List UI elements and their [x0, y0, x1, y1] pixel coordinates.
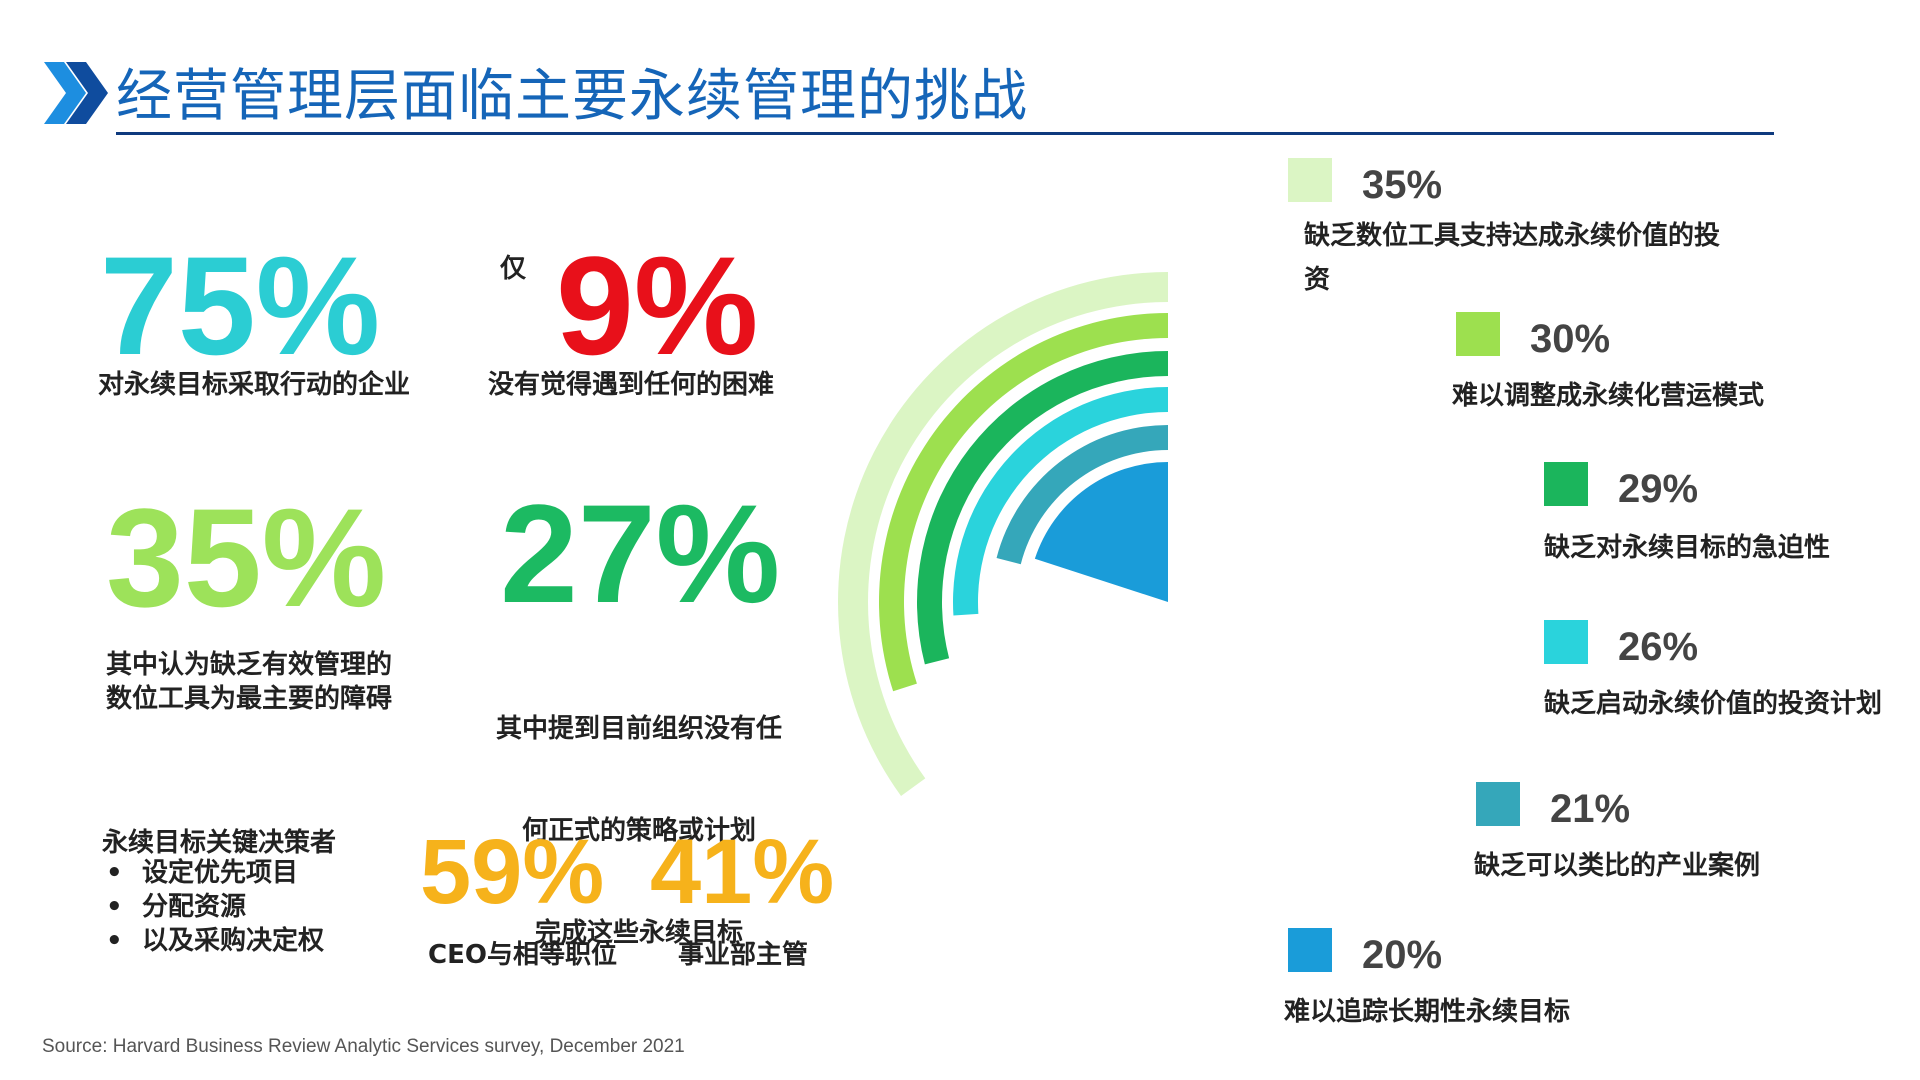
- legend-label-2: 难以调整成永续化营运模式: [1452, 380, 1764, 411]
- role-bu-label: 事业部主管: [678, 940, 809, 970]
- caption-line: 何正式的策略或计划: [522, 816, 757, 846]
- legend-label-6: 难以追踪长期性永续目标: [1284, 996, 1570, 1027]
- radial-bar-1: [838, 272, 1168, 796]
- chevron-arrow-icon: [44, 62, 108, 124]
- legend-value-1: 35%: [1362, 163, 1442, 207]
- legend-swatch-4: [1544, 620, 1588, 664]
- legend-label-1: 缺乏数位工具支持达成永续价值的投: [1304, 220, 1720, 251]
- list-item: 分配资源: [102, 890, 324, 924]
- radial-bar-4: [953, 387, 1168, 616]
- caption-line: 完成这些永续目标: [535, 918, 744, 948]
- title-divider: [116, 132, 1774, 135]
- legend-value-5: 21%: [1550, 787, 1630, 831]
- legend-value-4: 26%: [1618, 625, 1698, 669]
- role-ceo-label: CEO与相等职位: [428, 940, 617, 970]
- stat-27-caption: 其中提到目前组织没有任 何正式的策略或计划 完成这些永续目标: [496, 644, 782, 984]
- radial-bar-5: [996, 425, 1168, 565]
- stat-75-caption: 对永续目标采取行动的企业: [98, 370, 411, 400]
- legend-value-6: 20%: [1362, 933, 1442, 977]
- legend-swatch-5: [1476, 782, 1520, 826]
- legend-label-5: 缺乏可以类比的产业案例: [1474, 850, 1760, 881]
- legend-swatch-1: [1288, 158, 1332, 202]
- caption-line: 数位工具为最主要的障碍: [106, 684, 393, 714]
- legend-label-1: 资: [1304, 265, 1330, 295]
- role-bu-value: 41%: [650, 821, 835, 923]
- stat-9-prefix: 仅: [500, 254, 527, 284]
- legend-value-3: 29%: [1618, 467, 1698, 511]
- decision-makers-list: 设定优先项目 分配资源 以及采购决定权: [102, 856, 324, 958]
- legend-swatch-3: [1544, 462, 1588, 506]
- list-item: 设定优先项目: [102, 856, 324, 890]
- role-ceo-value: 59%: [420, 821, 605, 923]
- source-note: Source: Harvard Business Review Analytic…: [42, 1036, 685, 1057]
- radial-bar-6: [1034, 462, 1168, 602]
- legend-label-4: 缺乏启动永续价值的投资计划: [1544, 688, 1882, 719]
- radial-bar-2: [878, 313, 1168, 692]
- stat-35-value: 35%: [106, 479, 387, 636]
- legend-swatch-6: [1288, 928, 1332, 972]
- caption-line: 其中提到目前组织没有任: [496, 714, 783, 744]
- decision-makers-title: 永续目标关键决策者: [102, 828, 337, 858]
- stat-75-value: 75%: [100, 227, 381, 384]
- stat-9-caption: 没有觉得遇到任何的困难: [488, 370, 775, 400]
- stat-35-caption: 其中认为缺乏有效管理的 数位工具为最主要的障碍: [106, 648, 392, 716]
- legend-value-2: 30%: [1530, 317, 1610, 361]
- legend-swatch-2: [1456, 312, 1500, 356]
- legend-label-3: 缺乏对永续目标的急迫性: [1544, 532, 1830, 563]
- stat-27-value: 27%: [500, 475, 781, 632]
- stat-9-value: 9%: [556, 227, 759, 384]
- caption-line: 其中认为缺乏有效管理的: [106, 650, 393, 680]
- list-item: 以及采购决定权: [102, 924, 324, 958]
- page-title: 经营管理层面临主要永续管理的挑战: [116, 64, 1028, 129]
- radial-bar-3: [917, 351, 1168, 665]
